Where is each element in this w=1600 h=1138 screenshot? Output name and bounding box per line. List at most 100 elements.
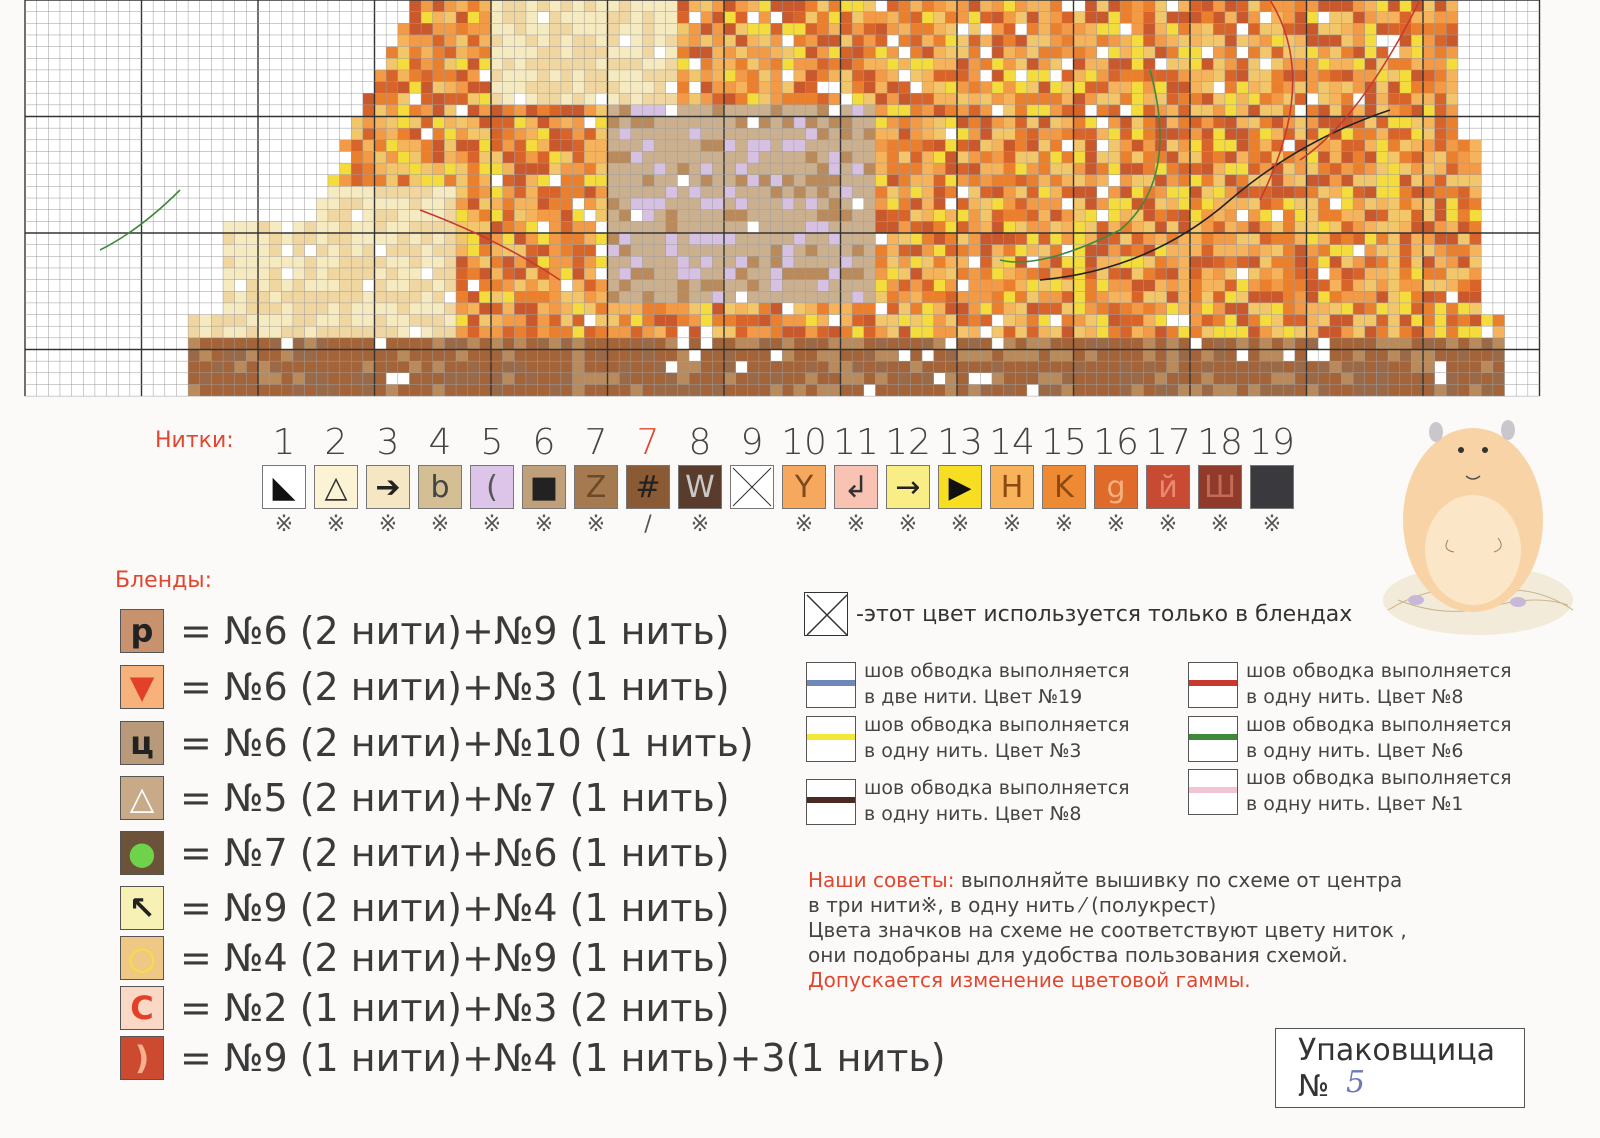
stitch-mark-icon: /	[644, 512, 652, 537]
stitch-mark-icon: ※	[534, 512, 554, 537]
packer-stamp: Упаковщица № 5	[1275, 1028, 1525, 1108]
tips-block: Наши советы: выполняйте вышивку по схеме…	[808, 868, 1448, 993]
seam-text: шов обводка выполняется в одну нить. Цвет…	[864, 775, 1130, 827]
seam-line-2: в одну нить. Цвет №1	[1246, 793, 1464, 815]
thread-symbol: g	[1106, 469, 1126, 505]
seam-line-1: шов обводка выполняется	[864, 777, 1130, 799]
thread-swatch: △	[314, 465, 358, 509]
thread-symbol: ➔	[375, 469, 401, 505]
seam-color-line	[807, 680, 855, 686]
blend-row: С = №2 (1 нити)+№3 (2 нить)	[120, 984, 730, 1032]
thread-number: 16	[1093, 422, 1139, 463]
stitch-mark-icon: ※	[1002, 512, 1022, 537]
thread-symbol: Ш	[1203, 469, 1237, 505]
blend-formula: = №9 (2 нити)+№4 (1 нить)	[180, 886, 730, 930]
blend-formula: = №2 (1 нити)+№3 (2 нить)	[180, 986, 730, 1030]
stitch-mark-icon: ※	[586, 512, 606, 537]
seam-color-line	[1189, 787, 1237, 793]
tips-line-2: в три нити※, в одну нить ⁄ (полукрест)	[808, 893, 1217, 917]
thread-swatch: Y	[782, 465, 826, 509]
thread-number: 17	[1145, 422, 1191, 463]
thread-number: 14	[989, 422, 1035, 463]
thread-swatch: g	[1094, 465, 1138, 509]
blend-row: ▼ = №6 (2 нити)+№3 (1 нить)	[120, 663, 730, 711]
only-blend-note: -этот цвет используется только в блендах	[804, 592, 1352, 636]
seam-line-1: шов обводка выполняется	[1246, 767, 1512, 789]
stitch-mark-icon: ※	[482, 512, 502, 537]
blend-formula: = №6 (2 нити)+№3 (1 нить)	[180, 665, 730, 709]
stitch-mark-icon: ※	[1106, 512, 1126, 537]
stitch-mark-icon: ※	[950, 512, 970, 537]
cross-box-icon	[732, 467, 772, 507]
seam-item: шов обводка выполняется в одну нить. Цвет…	[1188, 658, 1548, 714]
blend-row: ) = №9 (1 нити)+№4 (1 нить)+3(1 нить)	[120, 1034, 946, 1082]
blend-row: ○ = №4 (2 нити)+№9 (1 нить)	[120, 934, 730, 982]
thread-symbol: △	[324, 469, 348, 505]
thread-number: 7	[636, 422, 660, 463]
blend-row: ц = №6 (2 нити)+№10 (1 нить)	[120, 719, 754, 767]
seam-line-2: в одну нить. Цвет №8	[864, 803, 1082, 825]
packer-number-value: 5	[1346, 1065, 1366, 1100]
stitch-mark-icon: ※	[846, 512, 866, 537]
thread-symbol: (	[486, 469, 498, 505]
blend-formula: = №7 (2 нити)+№6 (1 нить)	[180, 831, 730, 875]
seam-item: шов обводка выполняется в две нити. Цвет …	[806, 658, 1166, 714]
seam-color-line	[807, 797, 855, 803]
thread-number: 18	[1197, 422, 1243, 463]
seam-line-2: в одну нить. Цвет №6	[1246, 740, 1464, 762]
seam-item: шов обводка выполняется в одну нить. Цвет…	[806, 775, 1166, 831]
thread-number: 2	[324, 422, 348, 463]
thread-swatch: b	[418, 465, 462, 509]
blend-swatch: )	[120, 1036, 164, 1080]
thread-number: 1	[272, 422, 296, 463]
stitch-mark-icon: ※	[690, 512, 710, 537]
blends-label: Бленды:	[115, 568, 213, 593]
tips-line-4: они подобраны для удобства пользования с…	[808, 943, 1348, 967]
blend-formula: = №9 (1 нити)+№4 (1 нить)+3(1 нить)	[180, 1036, 946, 1080]
thread-symbol: Z	[585, 469, 607, 505]
thread-number: 5	[480, 422, 504, 463]
thread-symbol: W	[685, 469, 715, 505]
blend-swatch: С	[120, 986, 164, 1030]
seam-text: шов обводка выполняется в одну нить. Цвет…	[1246, 658, 1512, 710]
stitch-mark-icon: ※	[430, 512, 450, 537]
thread-symbol: ▶	[948, 469, 972, 505]
tips-line-3: Цвета значков на схеме не соответствуют …	[808, 918, 1407, 942]
blend-swatch: △	[120, 776, 164, 820]
stitch-mark-icon: ※	[794, 512, 814, 537]
thread-swatch: →	[886, 465, 930, 509]
blend-formula: = №6 (2 нити)+№10 (1 нить)	[180, 721, 754, 765]
thread-symbol: Y	[794, 469, 814, 505]
stitch-mark-icon: ※	[1158, 512, 1178, 537]
tips-heading: Наши советы:	[808, 868, 955, 892]
thread-symbol: b	[430, 469, 450, 505]
tips-line-1: выполняйте вышивку по схеме от центра	[954, 868, 1403, 892]
thread-number: 4	[428, 422, 452, 463]
blend-swatch: ↖	[120, 886, 164, 930]
thread-swatch: ➔	[366, 465, 410, 509]
thread-symbol: #	[635, 469, 661, 505]
blend-formula: = №5 (2 нити)+№7 (1 нить)	[180, 776, 730, 820]
blend-swatch: ○	[120, 936, 164, 980]
seam-text: шов обводка выполняется в одну нить. Цвет…	[1246, 712, 1512, 764]
only-blend-text: -этот цвет используется только в блендах	[856, 601, 1353, 627]
stitch-mark-icon: ※	[378, 512, 398, 537]
thread-number: 15	[1041, 422, 1087, 463]
stitch-mark-icon: ※	[326, 512, 346, 537]
thread-swatch: Ш	[1198, 465, 1242, 509]
blend-swatch: ц	[120, 721, 164, 765]
stitch-mark-icon: ※	[898, 512, 918, 537]
thread-symbol: →	[895, 469, 921, 505]
thread-number: 8	[688, 422, 712, 463]
seam-line-1: шов обводка выполняется	[864, 714, 1130, 736]
thread-swatch: ◣	[262, 465, 306, 509]
thread-symbol: H	[1000, 469, 1024, 505]
seam-line-2: в одну нить. Цвет №3	[864, 740, 1082, 762]
thread-swatch: K	[1042, 465, 1086, 509]
thread-number: 10	[781, 422, 827, 463]
thread-number: 6	[532, 422, 556, 463]
seam-line-1: шов обводка выполняется	[1246, 660, 1512, 682]
thread-number: 12	[885, 422, 931, 463]
hamster-illustration	[1383, 420, 1574, 635]
thread-symbol: й	[1158, 469, 1178, 505]
